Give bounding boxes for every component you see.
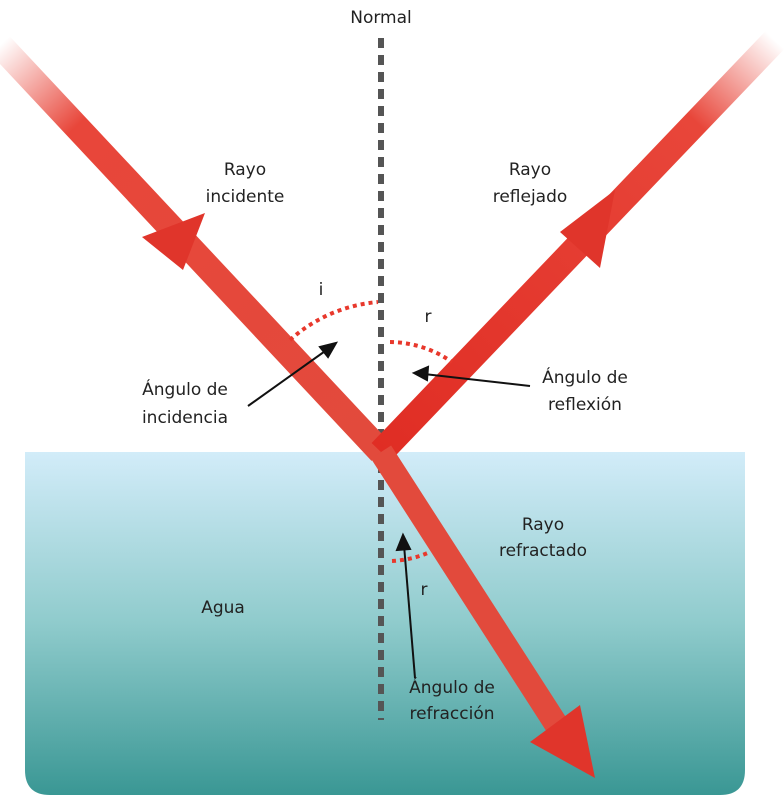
label: r [421,580,428,600]
label: r [425,307,432,327]
label: Ángulo de [142,378,228,400]
label: Rayo [509,160,551,180]
label: Ángulo de [542,366,628,388]
pointer [423,373,531,387]
label: i [319,280,324,300]
pointer [247,348,329,407]
water [25,452,745,795]
pointer-head [411,365,430,382]
label: Agua [201,598,245,618]
label: Rayo [224,160,266,180]
label: reflejado [493,187,568,207]
label: incidente [206,187,285,207]
refracted-ray [370,445,576,745]
pointer [403,544,416,679]
reflected-arrowhead [560,190,615,268]
label: reflexión [548,395,622,415]
label: Rayo [522,515,564,535]
pointer-head [395,532,412,552]
label: incidencia [142,408,228,428]
label: refracción [409,704,494,724]
refracted-arrowhead [530,705,595,778]
reflection-arc [389,340,454,364]
refraction-arc [391,550,431,563]
normal-label: Normal [350,8,412,28]
label: refractado [499,541,587,561]
incident-arrowhead [142,213,205,270]
label: Ángulo de [409,676,495,698]
incidence-arc [288,300,379,342]
pointer-head [318,341,339,359]
